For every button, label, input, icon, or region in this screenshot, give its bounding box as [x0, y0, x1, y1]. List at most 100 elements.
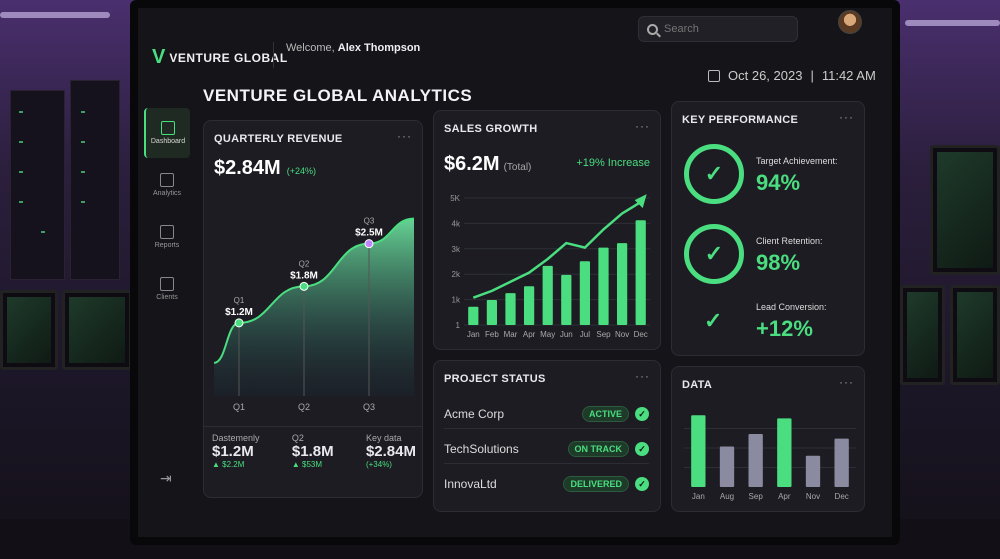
y-tick-label: 1: [456, 321, 461, 330]
x-tick-label: Mar: [504, 330, 518, 339]
sidebar-item-reports[interactable]: Reports: [144, 212, 190, 262]
date-text: Oct 26, 2023: [728, 68, 803, 83]
kpi-value: 94%: [756, 170, 801, 195]
x-tick-label: Dec: [634, 330, 648, 339]
quarterly-chart: Q1 $1.2M Q1 Q2 $1.8M Q2 Q3 $2.5M Q3: [213, 217, 415, 412]
grid-icon: [161, 121, 175, 135]
brand-logo-icon: V: [152, 46, 166, 68]
more-options-icon[interactable]: ···: [635, 369, 650, 383]
more-options-icon[interactable]: ···: [839, 375, 854, 389]
data-bar: [777, 418, 792, 487]
brand[interactable]: V VENTURE GLOBAL: [152, 46, 288, 69]
card-title: QUARTERLY REVENUE: [214, 133, 343, 145]
sales-increase: +19% Increase: [576, 157, 650, 169]
project-name: TechSolutions: [444, 441, 519, 456]
more-options-icon[interactable]: ···: [397, 129, 412, 143]
point-label: Q3: [364, 217, 375, 226]
search-icon: [647, 23, 658, 35]
table-row[interactable]: InnovaLtd DELIVERED ✓: [444, 469, 649, 499]
x-tick-label: Dec: [835, 492, 849, 501]
x-tick-label: Nov: [806, 492, 820, 501]
sidebar-item-label: Dashboard: [150, 138, 186, 145]
check-icon: ✓: [704, 308, 723, 333]
check-icon: ✓: [635, 406, 649, 421]
server-rack: [10, 90, 65, 280]
search-input[interactable]: [664, 23, 784, 35]
sidebar-item-clients[interactable]: Clients: [144, 264, 190, 314]
header-divider: [273, 42, 274, 68]
data-point: [299, 281, 309, 291]
server-rack: [70, 80, 120, 280]
more-options-icon[interactable]: ···: [839, 110, 854, 124]
card-title: DATA: [682, 379, 713, 391]
time-divider: |: [810, 68, 814, 83]
quarterly-value: $2.84M: [214, 157, 281, 179]
x-tick-label: Jul: [580, 330, 590, 339]
x-tick-label: May: [540, 330, 555, 339]
footer-stat-value: $2.84M: [365, 443, 416, 460]
x-tick-label: Apr: [778, 492, 791, 501]
point-label: Q2: [299, 259, 310, 268]
sidebar: Dashboard Analytics Reports Clients: [144, 108, 190, 508]
x-tick-label: Sep: [596, 330, 611, 339]
x-tick-label: Jan: [467, 330, 480, 339]
x-tick-label: Feb: [485, 330, 499, 339]
y-tick-label: 2k: [452, 270, 461, 279]
document-icon: [160, 225, 174, 239]
data-card: DATA ··· Jan Aug Sep Apr Nov Dec: [671, 366, 865, 512]
data-point: [234, 318, 244, 328]
footer-stat-value: $1.2M: [212, 443, 254, 460]
sales-chart: 5K 4k 3k 2k 1k 1 Jan Feb Mar Apr May Jun Jul Sep Nov De…: [450, 194, 650, 339]
more-options-icon[interactable]: ···: [635, 119, 650, 133]
calendar-icon: [708, 69, 720, 82]
y-tick-label: 4k: [452, 219, 461, 228]
user-name: Alex Thompson: [337, 42, 421, 54]
point-value: $1.8M: [290, 270, 318, 281]
table-row[interactable]: Acme Corp ACTIVE ✓: [444, 399, 649, 429]
monitor: V VENTURE GLOBAL Welcome, Alex Thompson …: [130, 0, 900, 545]
background-monitor: [62, 290, 132, 370]
avatar[interactable]: [838, 10, 862, 34]
sidebar-item-label: Clients: [156, 294, 178, 301]
x-tick-label: Q3: [363, 402, 375, 412]
y-tick-label: 5K: [450, 194, 460, 203]
sales-bar: [635, 220, 646, 325]
x-tick-label: Nov: [615, 330, 629, 339]
sales-value: $6.2M: [444, 153, 500, 175]
sales-bar: [505, 293, 516, 325]
table-row[interactable]: TechSolutions ON TRACK ✓: [444, 434, 649, 464]
point-value: $2.5M: [355, 228, 383, 239]
sales-bar: [616, 243, 628, 325]
footer-stat-delta: ▲ $2.2M: [212, 460, 245, 469]
sidebar-item-dashboard[interactable]: Dashboard: [144, 108, 190, 158]
x-tick-label: Aug: [720, 492, 734, 501]
x-tick-label: Jan: [692, 492, 705, 501]
data-point: [364, 239, 374, 249]
sidebar-item-analytics[interactable]: Analytics: [144, 160, 190, 210]
quarterly-revenue-card: QUARTERLY REVENUE ··· $2.84M (+24%) Q1 $1…: [203, 120, 423, 498]
x-tick-label: Q1: [233, 402, 245, 412]
sales-bar: [561, 274, 572, 325]
check-icon: ✓: [635, 477, 649, 491]
quarterly-change: (+24%): [286, 166, 316, 176]
project-name: Acme Corp: [444, 406, 505, 421]
search-box[interactable]: [638, 16, 798, 42]
footer-stat: Q2 $1.8M ▲ $53M: [292, 433, 334, 469]
card-title: SALES GROWTH: [444, 123, 538, 135]
card-title: KEY PERFORMANCE: [682, 114, 799, 126]
sidebar-item-label: Analytics: [152, 190, 181, 197]
sales-growth-card: SALES GROWTH ··· $6.2M (Total) +19% Incr…: [433, 110, 661, 350]
point-label: Q1: [234, 296, 245, 305]
background-monitor: [0, 290, 58, 370]
footer-stat-label: Q2: [291, 433, 304, 443]
key-performance-card: KEY PERFORMANCE ··· ✓ Target Achievement…: [671, 101, 865, 356]
kpi-label: Client Retention:: [756, 236, 823, 246]
data-bar: [691, 415, 706, 487]
footer-stat-value: $1.8M: [291, 443, 334, 460]
sales-bar: [598, 247, 609, 325]
kpi-label: Lead Conversion:: [756, 302, 827, 312]
logout-icon[interactable]: ⇥: [160, 470, 172, 486]
y-tick-label: 3k: [452, 245, 461, 254]
data-chart: Jan Aug Sep Apr Nov Dec: [684, 415, 856, 501]
footer-stat-label: Dastemenly: [212, 433, 260, 443]
